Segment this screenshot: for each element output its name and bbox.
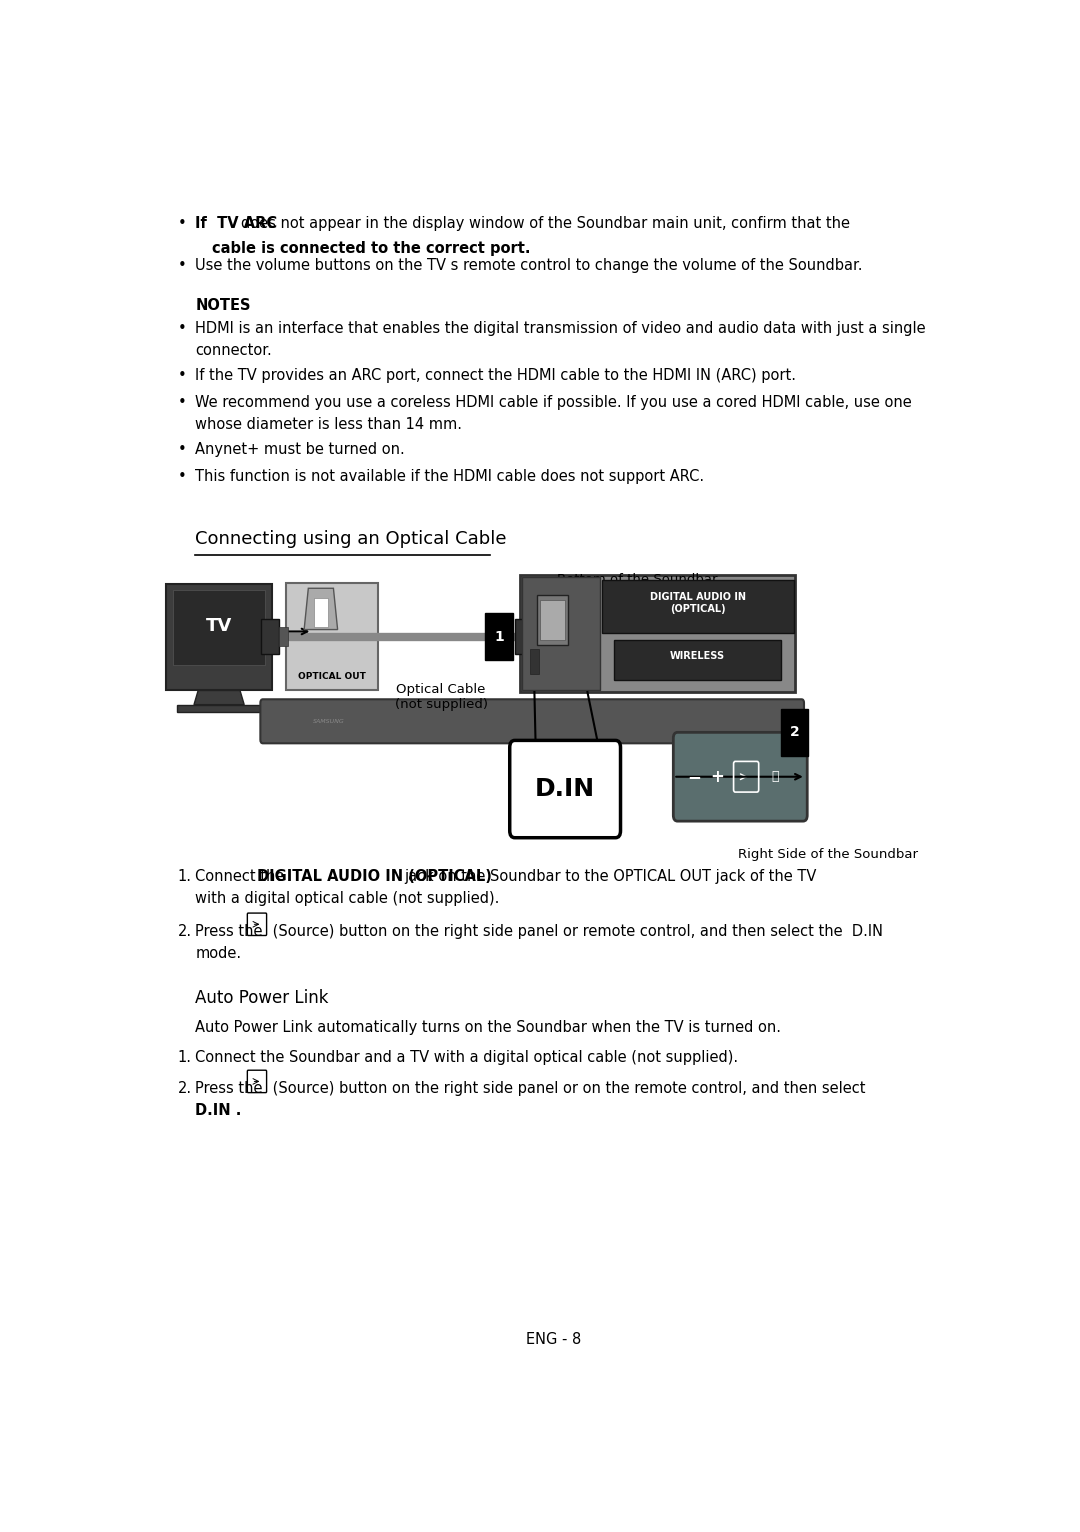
FancyBboxPatch shape — [521, 574, 795, 692]
Text: (Source) button on the right side panel or on the remote control, and then selec: (Source) button on the right side panel … — [268, 1082, 866, 1095]
Text: 1: 1 — [495, 630, 504, 643]
Text: Press the: Press the — [195, 924, 262, 939]
Text: ENG - 8: ENG - 8 — [526, 1331, 581, 1347]
Text: D.IN .: D.IN . — [195, 1103, 242, 1118]
FancyBboxPatch shape — [522, 578, 600, 689]
Text: 2.: 2. — [177, 924, 192, 939]
FancyBboxPatch shape — [530, 650, 539, 674]
Text: ⏻: ⏻ — [772, 771, 779, 783]
Text: Connect the: Connect the — [195, 869, 285, 884]
FancyBboxPatch shape — [602, 579, 794, 633]
Text: with a digital optical cable (not supplied).: with a digital optical cable (not suppli… — [195, 892, 500, 905]
Text: Press the: Press the — [195, 1082, 262, 1095]
Text: Anynet+ must be turned on.: Anynet+ must be turned on. — [195, 443, 405, 457]
Text: 2.: 2. — [177, 1082, 192, 1095]
Text: TV: TV — [206, 616, 232, 634]
Text: HDMI is an interface that enables the digital transmission of video and audio da: HDMI is an interface that enables the di… — [195, 320, 926, 336]
FancyBboxPatch shape — [537, 596, 568, 645]
Text: OPTICAL OUT: OPTICAL OUT — [298, 673, 366, 682]
Text: connector.: connector. — [195, 343, 272, 358]
FancyBboxPatch shape — [166, 584, 272, 691]
Polygon shape — [177, 705, 261, 712]
Text: cable is connected to the correct port.: cable is connected to the correct port. — [213, 241, 531, 256]
Text: Optical Cable
(not supplied): Optical Cable (not supplied) — [394, 683, 488, 711]
Text: •: • — [177, 469, 187, 484]
Text: jack on the Soundbar to the OPTICAL OUT jack of the TV: jack on the Soundbar to the OPTICAL OUT … — [404, 869, 816, 884]
FancyBboxPatch shape — [260, 699, 804, 743]
Text: 2: 2 — [789, 725, 799, 740]
Text: •: • — [177, 368, 187, 383]
Text: Auto Power Link: Auto Power Link — [195, 990, 328, 1007]
FancyBboxPatch shape — [173, 590, 266, 665]
Text: 1.: 1. — [177, 1051, 191, 1065]
FancyBboxPatch shape — [261, 619, 280, 654]
Text: Right Side of the Soundbar: Right Side of the Soundbar — [738, 847, 918, 861]
Text: does not appear in the display window of the Soundbar main unit, confirm that th: does not appear in the display window of… — [242, 216, 850, 231]
FancyBboxPatch shape — [540, 601, 565, 640]
Text: mode.: mode. — [195, 945, 242, 961]
Text: If  TV ARC: If TV ARC — [195, 216, 278, 231]
FancyBboxPatch shape — [781, 709, 809, 755]
Text: •: • — [177, 320, 187, 336]
Text: 1.: 1. — [177, 869, 191, 884]
Text: Auto Power Link automatically turns on the Soundbar when the TV is turned on.: Auto Power Link automatically turns on t… — [195, 1020, 781, 1034]
Text: If the TV provides an ARC port, connect the HDMI cable to the HDMI IN (ARC) port: If the TV provides an ARC port, connect … — [195, 368, 796, 383]
Text: Bottom of the Soundbar: Bottom of the Soundbar — [557, 573, 717, 585]
Text: Use the volume buttons on the TV s remote control to change the volume of the So: Use the volume buttons on the TV s remot… — [195, 257, 863, 273]
Text: SAMSUNG: SAMSUNG — [313, 719, 345, 723]
Text: (Source) button on the right side panel or remote control, and then select the  : (Source) button on the right side panel … — [268, 924, 883, 939]
Polygon shape — [305, 588, 338, 630]
Text: Connect the Soundbar and a TV with a digital optical cable (not supplied).: Connect the Soundbar and a TV with a dig… — [195, 1051, 739, 1065]
Text: We recommend you use a coreless HDMI cable if possible. If you use a cored HDMI : We recommend you use a coreless HDMI cab… — [195, 395, 913, 411]
Text: −: − — [687, 768, 701, 786]
FancyBboxPatch shape — [515, 619, 536, 654]
Text: WIRELESS: WIRELESS — [670, 651, 725, 660]
Text: NOTES: NOTES — [195, 297, 251, 313]
Polygon shape — [194, 691, 244, 705]
Text: +: + — [711, 768, 725, 786]
Text: •: • — [177, 443, 187, 457]
Text: This function is not available if the HDMI cable does not support ARC.: This function is not available if the HD… — [195, 469, 704, 484]
FancyBboxPatch shape — [615, 640, 781, 680]
Text: whose diameter is less than 14 mm.: whose diameter is less than 14 mm. — [195, 417, 462, 432]
Text: DIGITAL AUDIO IN (OPTICAL): DIGITAL AUDIO IN (OPTICAL) — [257, 869, 492, 884]
Text: DIGITAL AUDIO IN
(OPTICAL): DIGITAL AUDIO IN (OPTICAL) — [650, 593, 745, 614]
Text: Connecting using an Optical Cable: Connecting using an Optical Cable — [195, 530, 507, 548]
FancyBboxPatch shape — [485, 613, 513, 660]
FancyBboxPatch shape — [510, 740, 621, 838]
FancyBboxPatch shape — [280, 627, 287, 647]
Text: D.IN: D.IN — [535, 777, 595, 801]
Text: •: • — [177, 216, 187, 231]
Text: •: • — [177, 395, 187, 411]
FancyBboxPatch shape — [286, 582, 378, 691]
Text: •: • — [177, 257, 187, 273]
FancyBboxPatch shape — [673, 732, 807, 821]
FancyBboxPatch shape — [314, 597, 327, 627]
